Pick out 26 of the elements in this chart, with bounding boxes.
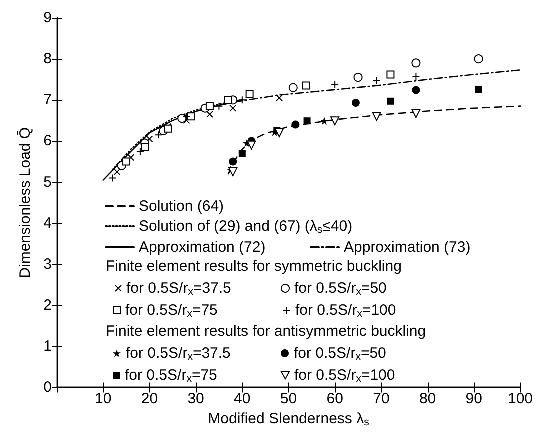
legend-label: Solution (64) xyxy=(139,198,224,215)
x-tick-label: 80 xyxy=(419,390,436,408)
y-tick-label: 3 xyxy=(44,256,52,273)
x-tick-label: 90 xyxy=(466,390,482,408)
y-tick-label: 4 xyxy=(44,214,52,232)
x-tick-label: 70 xyxy=(373,390,390,408)
legend-label: Approximation (72) xyxy=(139,239,266,256)
x-tick-label: 60 xyxy=(326,390,344,408)
x-tick-label: 30 xyxy=(188,390,204,408)
y-tick-label: 9 xyxy=(44,10,52,26)
x-tick-label: 40 xyxy=(234,390,251,408)
y-tick-label: 7 xyxy=(44,92,52,109)
x-tick-label: 50 xyxy=(280,390,298,408)
legend-label: Approximation (73) xyxy=(344,239,471,256)
y-tick-label: 1 xyxy=(44,338,52,356)
y-tick-label: 8 xyxy=(44,50,52,68)
y-axis-title: Dimensionless Load Q̄ xyxy=(16,127,34,278)
x-tick-label: 10 xyxy=(95,390,112,408)
annotation: Finite element results for antisymmetric buckling xyxy=(106,323,426,340)
annotation: Finite element results for symmetric buckling xyxy=(106,258,402,275)
x-tick-label: 20 xyxy=(141,390,158,408)
y-tick-label: 5 xyxy=(44,174,52,191)
x-tick-label: 100 xyxy=(508,390,533,408)
y-tick-label: 6 xyxy=(44,132,52,150)
y-tick-label: 0 xyxy=(44,379,52,396)
y-tick-label: 2 xyxy=(44,297,52,314)
